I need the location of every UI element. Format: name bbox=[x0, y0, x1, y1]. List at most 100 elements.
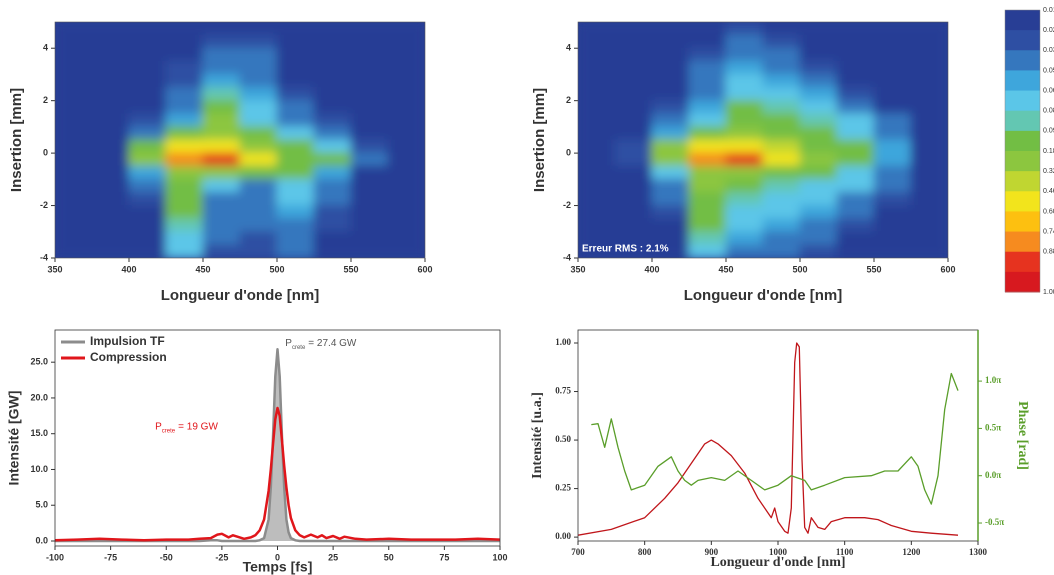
y-tick-label: 20.0 bbox=[30, 392, 48, 402]
heatmap-cell bbox=[688, 231, 727, 246]
colorbar-label: 0.7479 bbox=[1043, 228, 1054, 235]
heatmap-cell bbox=[614, 218, 653, 233]
panel: 700 800 900 1000 1100 1200 1300 0.00 0.25 0.50 0.7… bbox=[530, 329, 1030, 570]
heatmap-cell bbox=[313, 60, 352, 75]
panel: 350 400 450 500 550 600 -4 -2 0 2 4 Longueur d'onde… bbox=[531, 21, 956, 304]
colorbar-frame bbox=[1004, 9, 1041, 293]
heatmap-cell bbox=[91, 205, 130, 220]
heatmap-cell bbox=[276, 205, 315, 220]
heatmap-cell bbox=[614, 191, 653, 207]
heatmap-cell bbox=[614, 113, 653, 128]
heatmap-cell bbox=[202, 100, 241, 115]
y2-axis-label: Phase [rad] bbox=[1015, 401, 1030, 470]
heatmap-cell bbox=[239, 22, 278, 36]
heatmap-cell bbox=[725, 152, 764, 167]
heatmap-cell bbox=[799, 152, 838, 167]
heatmap-cell bbox=[799, 126, 838, 141]
plot-frame bbox=[54, 21, 426, 259]
heatmap-cell bbox=[350, 87, 389, 102]
heatmap-cell bbox=[165, 100, 204, 115]
heatmap-cell bbox=[725, 87, 764, 102]
heatmap-cell bbox=[239, 87, 278, 102]
y-tick-label: -2 bbox=[40, 200, 48, 210]
heatmap-cell bbox=[910, 191, 948, 207]
heatmap-cell bbox=[276, 87, 315, 102]
heatmap-cell bbox=[725, 126, 764, 141]
heatmap-cell bbox=[387, 165, 425, 180]
heatmap-cell bbox=[651, 87, 690, 102]
colorbar-swatch bbox=[1005, 211, 1040, 233]
heatmap-cell bbox=[578, 178, 616, 193]
y-tick-label: 0 bbox=[43, 147, 48, 157]
heatmap-cell bbox=[725, 218, 764, 233]
heatmap-cell bbox=[799, 165, 838, 180]
heatmap-cell bbox=[313, 126, 352, 141]
y-tick-label: 10.0 bbox=[30, 464, 48, 474]
line bbox=[578, 342, 959, 536]
heatmap-cell bbox=[276, 191, 315, 207]
heatmap-cell bbox=[202, 191, 241, 207]
colorbar-swatch bbox=[1005, 171, 1040, 192]
heatmap-cell bbox=[578, 113, 616, 128]
heatmap-cell bbox=[313, 73, 352, 89]
y-tick-label: 5.0 bbox=[35, 500, 48, 510]
heatmap-cell bbox=[313, 191, 352, 207]
y-tick-label: 0.50 bbox=[555, 434, 571, 444]
heatmap-cell bbox=[350, 178, 389, 193]
heatmap-cell bbox=[651, 218, 690, 233]
heatmap-cell bbox=[276, 178, 315, 193]
x-tick-label: 75 bbox=[439, 552, 449, 562]
x-tick-label: -100 bbox=[46, 552, 64, 562]
heatmap-cell bbox=[350, 205, 389, 220]
heatmap-cell bbox=[762, 126, 801, 141]
heatmap-cell bbox=[688, 100, 727, 115]
heatmap-cell bbox=[614, 244, 653, 258]
x-tick-label: 900 bbox=[705, 547, 719, 557]
heatmap-cell bbox=[762, 73, 801, 89]
heatmap-cell bbox=[614, 34, 653, 49]
heatmap-cell bbox=[762, 231, 801, 246]
panel: -100 -75 -50 -25 0 25 50 75 100 0.0 5.0 10.0 15.0 20.… bbox=[6, 329, 508, 575]
colorbar-label: 0.6070 bbox=[1043, 208, 1054, 215]
heatmap-cell bbox=[873, 152, 912, 167]
heatmap-cell bbox=[239, 60, 278, 75]
heatmap-cell bbox=[387, 126, 425, 141]
colorbar-swatch bbox=[1005, 130, 1040, 152]
heatmap-cell bbox=[350, 60, 389, 75]
heatmap-cell bbox=[873, 73, 912, 89]
heatmap-cell bbox=[873, 139, 912, 154]
y-tick-label: 25.0 bbox=[30, 357, 48, 367]
heatmap-cell bbox=[387, 34, 425, 49]
heatmap-cell bbox=[313, 100, 352, 115]
colorbar-label: 0.3254 bbox=[1043, 168, 1054, 175]
colorbar-label: 0.08042 bbox=[1043, 108, 1054, 115]
heatmap-cells bbox=[55, 22, 425, 258]
heatmap-cell bbox=[836, 126, 875, 141]
heatmap-cell bbox=[202, 60, 241, 75]
heatmap-cell bbox=[873, 178, 912, 193]
heatmap-cell bbox=[910, 152, 948, 167]
heatmap-cell bbox=[578, 191, 616, 207]
colorbar-label: 0.1845 bbox=[1043, 148, 1054, 155]
y-tick-label: 4 bbox=[566, 43, 571, 53]
heatmap-cell bbox=[799, 87, 838, 102]
heatmap-cell bbox=[614, 152, 653, 167]
heatmap-cell bbox=[873, 113, 912, 128]
x-axis-label: Longueur d'onde [nm] bbox=[684, 287, 843, 304]
heatmap-cell bbox=[239, 34, 278, 49]
heatmap-cell bbox=[910, 244, 948, 258]
heatmap-cell bbox=[873, 47, 912, 62]
heatmap-cell bbox=[91, 165, 130, 180]
heatmap-cell bbox=[350, 22, 389, 36]
heatmap-cell bbox=[239, 191, 278, 207]
y-axis-label: Insertion [mm] bbox=[8, 88, 25, 192]
heatmap-cell bbox=[128, 218, 167, 233]
heatmap-cell bbox=[614, 100, 653, 115]
heatmap-cell bbox=[350, 126, 389, 141]
heatmap-cell bbox=[239, 100, 278, 115]
heatmap-cell bbox=[578, 87, 616, 102]
heatmap-cell bbox=[91, 152, 130, 167]
heatmap-cell bbox=[239, 126, 278, 141]
